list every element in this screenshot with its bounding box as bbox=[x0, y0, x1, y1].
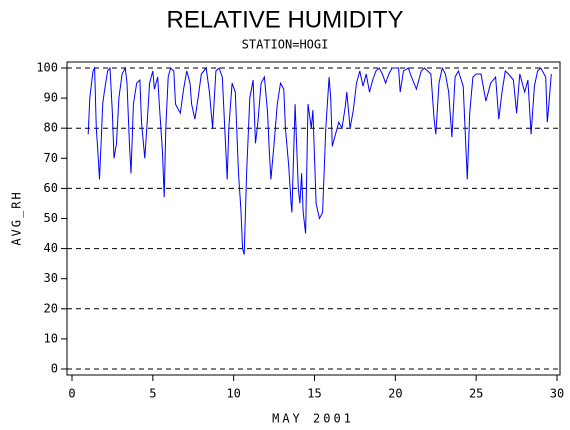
x-tick-label: 30 bbox=[550, 387, 564, 401]
y-tick-label: 0 bbox=[51, 362, 58, 376]
y-tick-label: 40 bbox=[44, 241, 58, 255]
chart-subtitle: STATION=HOGI bbox=[242, 38, 329, 52]
x-tick-label: 15 bbox=[307, 387, 321, 401]
data-line bbox=[87, 66, 552, 255]
x-tick-label: 25 bbox=[469, 387, 483, 401]
y-tick-label: 50 bbox=[44, 211, 58, 225]
y-tick-label: 90 bbox=[44, 91, 58, 105]
x-tick-label: 20 bbox=[388, 387, 402, 401]
y-tick-label: 60 bbox=[44, 181, 58, 195]
y-tick-label: 20 bbox=[44, 301, 58, 315]
x-axis-label: MAY 2001 bbox=[272, 412, 354, 426]
y-tick-label: 70 bbox=[44, 151, 58, 165]
y-tick-label: 30 bbox=[44, 271, 58, 285]
x-tick-label: 0 bbox=[68, 387, 75, 401]
x-tick-label: 5 bbox=[149, 387, 156, 401]
y-axis-label: AVG_RH bbox=[10, 190, 24, 245]
chart-title: RELATIVE HUMIDITY bbox=[167, 6, 404, 33]
y-tick-label: 100 bbox=[36, 61, 58, 75]
y-tick-label: 10 bbox=[44, 331, 58, 345]
y-tick-label: 80 bbox=[44, 121, 58, 135]
x-tick-label: 10 bbox=[226, 387, 240, 401]
